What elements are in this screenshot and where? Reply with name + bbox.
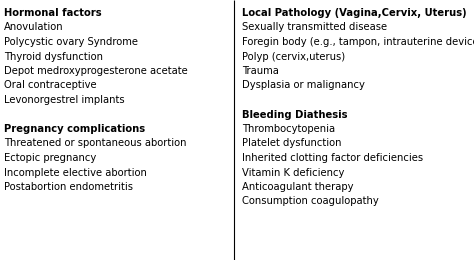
- Text: Dysplasia or malignancy: Dysplasia or malignancy: [242, 81, 365, 90]
- Text: Trauma: Trauma: [242, 66, 279, 76]
- Text: Incomplete elective abortion: Incomplete elective abortion: [4, 167, 147, 178]
- Text: Levonorgestrel implants: Levonorgestrel implants: [4, 95, 125, 105]
- Text: Postabortion endometritis: Postabortion endometritis: [4, 182, 133, 192]
- Text: Polycystic ovary Syndrome: Polycystic ovary Syndrome: [4, 37, 138, 47]
- Text: Consumption coagulopathy: Consumption coagulopathy: [242, 197, 379, 206]
- Text: Oral contraceptive: Oral contraceptive: [4, 81, 97, 90]
- Text: Local Pathology (Vagina,Cervix, Uterus): Local Pathology (Vagina,Cervix, Uterus): [242, 8, 466, 18]
- Text: Thrombocytopenia: Thrombocytopenia: [242, 124, 335, 134]
- Text: Depot medroxyprogesterone acetate: Depot medroxyprogesterone acetate: [4, 66, 188, 76]
- Text: Foregin body (e.g., tampon, intrauterine device): Foregin body (e.g., tampon, intrauterine…: [242, 37, 474, 47]
- Text: Bleeding Diathesis: Bleeding Diathesis: [242, 109, 347, 120]
- Text: Polyp (cervix,uterus): Polyp (cervix,uterus): [242, 51, 345, 62]
- Text: Threatened or spontaneous abortion: Threatened or spontaneous abortion: [4, 139, 186, 148]
- Text: Hormonal factors: Hormonal factors: [4, 8, 101, 18]
- Text: Anovulation: Anovulation: [4, 23, 64, 32]
- Text: Ectopic pregnancy: Ectopic pregnancy: [4, 153, 96, 163]
- Text: Platelet dysfunction: Platelet dysfunction: [242, 139, 341, 148]
- Text: Anticoagulant therapy: Anticoagulant therapy: [242, 182, 354, 192]
- Text: Sexually transmitted disease: Sexually transmitted disease: [242, 23, 387, 32]
- Text: Inherited clotting factor deficiencies: Inherited clotting factor deficiencies: [242, 153, 423, 163]
- Text: Thyroid dysfunction: Thyroid dysfunction: [4, 51, 103, 62]
- Text: Pregnancy complications: Pregnancy complications: [4, 124, 145, 134]
- Text: Vitamin K deficiency: Vitamin K deficiency: [242, 167, 345, 178]
